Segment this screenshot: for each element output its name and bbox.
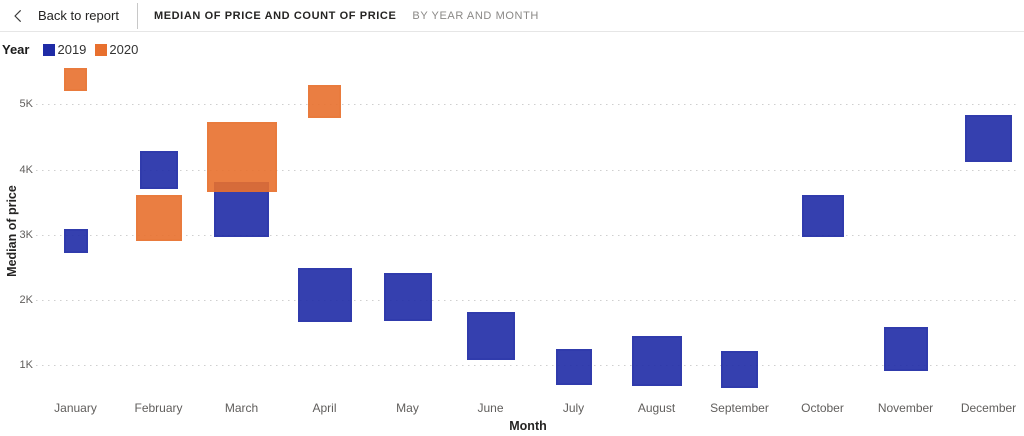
legend-label: 2019 bbox=[57, 42, 87, 57]
marker-2020-april[interactable] bbox=[308, 85, 341, 119]
marker-2019-november[interactable] bbox=[883, 327, 928, 372]
x-tick-label-july: July bbox=[562, 401, 585, 415]
legend-swatch-2019 bbox=[43, 43, 56, 56]
x-tick-label-january: January bbox=[54, 401, 97, 415]
legend-item-2020[interactable]: 2020 bbox=[95, 42, 138, 57]
gridline-4K bbox=[36, 169, 1020, 171]
back-chevron-icon bbox=[14, 9, 21, 22]
y-tick-label-2K: 2K bbox=[19, 293, 33, 306]
visual-subtitle: BY YEAR AND MONTH bbox=[412, 9, 539, 22]
chart-legend: Year 2019 2020 bbox=[2, 42, 147, 57]
header-bar: Back to report MEDIAN OF PRICE AND COUNT… bbox=[0, 0, 1024, 32]
marker-2020-march[interactable] bbox=[206, 122, 277, 193]
marker-2019-february[interactable] bbox=[139, 150, 178, 189]
marker-2020-february[interactable] bbox=[135, 194, 182, 241]
gridline-2K bbox=[36, 299, 1020, 301]
legend-label: 2020 bbox=[109, 42, 139, 57]
x-tick-label-august: August bbox=[637, 401, 676, 415]
marker-2019-october[interactable] bbox=[801, 194, 844, 237]
y-tick-label-5K: 5K bbox=[19, 98, 33, 111]
gridline-5K bbox=[36, 104, 1020, 106]
legend-title: Year bbox=[2, 42, 30, 57]
x-tick-label-april: April bbox=[312, 401, 337, 415]
marker-2019-july[interactable] bbox=[555, 349, 592, 386]
x-tick-label-march: March bbox=[224, 401, 259, 415]
legend-swatch-2020 bbox=[95, 43, 108, 56]
marker-2019-june[interactable] bbox=[466, 311, 515, 360]
marker-2019-december[interactable] bbox=[965, 114, 1012, 162]
marker-2019-may[interactable] bbox=[383, 272, 432, 321]
back-to-report-label: Back to report bbox=[38, 8, 119, 23]
y-tick-label-1K: 1K bbox=[19, 359, 33, 372]
back-to-report-button[interactable]: Back to report bbox=[10, 8, 119, 24]
marker-2019-april[interactable] bbox=[297, 267, 352, 322]
x-tick-label-june: June bbox=[477, 401, 504, 415]
x-tick-label-february: February bbox=[134, 401, 183, 415]
x-tick-label-november: November bbox=[877, 401, 934, 415]
marker-2019-september[interactable] bbox=[721, 351, 758, 389]
legend-item-2019[interactable]: 2019 bbox=[43, 42, 86, 57]
visual-title: MEDIAN OF PRICE AND COUNT OF PRICE bbox=[153, 9, 397, 22]
marker-2019-august[interactable] bbox=[631, 336, 682, 387]
x-axis-title: Month bbox=[509, 419, 547, 433]
scatter-chart-area: Median of price Month 1K 2K 3K 4K 5K January F… bbox=[0, 32, 1024, 436]
marker-2020-january[interactable] bbox=[64, 68, 87, 92]
x-tick-label-may: May bbox=[396, 401, 419, 415]
gridline-1K bbox=[36, 365, 1020, 367]
x-tick-label-september: September bbox=[710, 401, 769, 415]
gridline-3K bbox=[36, 234, 1020, 236]
header-divider bbox=[136, 2, 138, 29]
y-tick-label-3K: 3K bbox=[19, 228, 33, 241]
x-tick-label-october: October bbox=[801, 401, 844, 415]
y-tick-label-4K: 4K bbox=[19, 163, 33, 176]
x-tick-label-december: December bbox=[960, 401, 1017, 415]
marker-2019-january[interactable] bbox=[63, 229, 88, 254]
